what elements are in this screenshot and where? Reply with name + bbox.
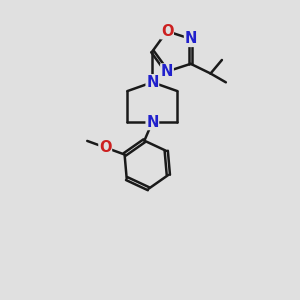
Text: N: N — [184, 32, 197, 46]
Text: O: O — [99, 140, 112, 155]
Text: O: O — [161, 24, 173, 39]
Text: N: N — [146, 115, 158, 130]
Text: N: N — [146, 75, 158, 90]
Text: N: N — [161, 64, 173, 79]
